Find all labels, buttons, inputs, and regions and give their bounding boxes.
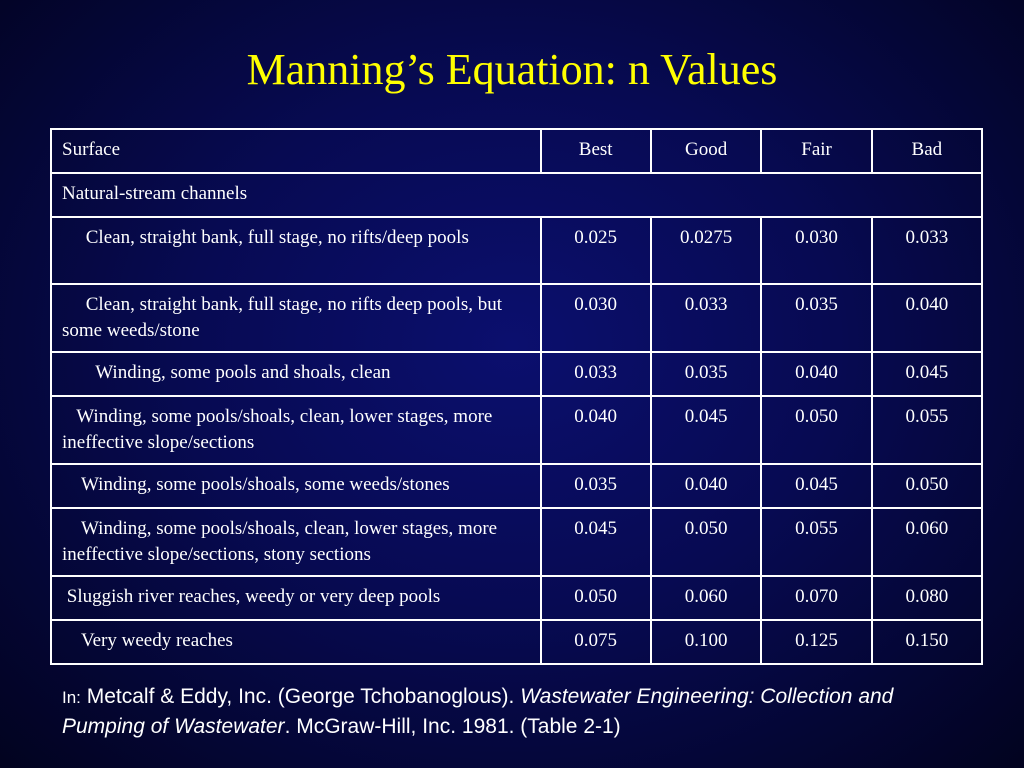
- good-cell: 0.045: [649, 395, 763, 465]
- bad-cell: 0.045: [870, 351, 984, 397]
- table-row: Winding, some pools/shoals, clean, lower…: [50, 507, 984, 577]
- table-row: Clean, straight bank, full stage, no rif…: [50, 283, 984, 353]
- table-row: Sluggish river reaches, weedy or very de…: [50, 575, 984, 621]
- surface-cell: Winding, some pools/shoals, some weeds/s…: [50, 463, 542, 509]
- citation-authors: Metcalf & Eddy, Inc. (George Tchobanoglo…: [80, 685, 521, 708]
- best-cell: 0.035: [539, 463, 652, 509]
- good-cell: 0.100: [649, 619, 763, 665]
- citation-prefix: In:: [62, 688, 81, 707]
- good-cell: 0.035: [649, 351, 763, 397]
- table-row: Clean, straight bank, full stage, no rif…: [50, 216, 984, 285]
- good-cell: 0.060: [649, 575, 763, 621]
- bad-cell: 0.055: [870, 395, 984, 465]
- fair-cell: 0.045: [760, 463, 873, 509]
- good-cell: 0.040: [649, 463, 763, 509]
- fair-cell: 0.030: [760, 216, 873, 285]
- surface-cell: Clean, straight bank, full stage, no rif…: [50, 216, 542, 285]
- header-fair: Fair: [760, 128, 873, 174]
- fair-cell: 0.050: [760, 395, 873, 465]
- header-best: Best: [539, 128, 652, 174]
- table-row: Winding, some pools and shoals, clean 0.…: [50, 351, 984, 397]
- best-cell: 0.040: [539, 395, 652, 465]
- best-cell: 0.030: [539, 283, 652, 353]
- surface-cell: Sluggish river reaches, weedy or very de…: [50, 575, 542, 621]
- good-cell: 0.050: [649, 507, 763, 577]
- fair-cell: 0.125: [760, 619, 873, 665]
- header-good: Good: [649, 128, 763, 174]
- table-row: Very weedy reaches 0.075 0.100 0.125 0.1…: [50, 619, 984, 665]
- surface-cell: Clean, straight bank, full stage, no rif…: [50, 283, 542, 353]
- citation-publisher: . McGraw-Hill, Inc. 1981. (Table 2-1): [284, 715, 621, 738]
- header-surface: Surface: [50, 128, 542, 174]
- page-title: Manning’s Equation: n Values: [246, 45, 778, 94]
- fair-cell: 0.040: [760, 351, 873, 397]
- group-label: Natural-stream channels: [50, 172, 983, 218]
- best-cell: 0.075: [539, 619, 652, 665]
- bad-cell: 0.060: [870, 507, 984, 577]
- fair-cell: 0.035: [760, 283, 873, 353]
- bad-cell: 0.040: [870, 283, 984, 353]
- table-row: Winding, some pools/shoals, clean, lower…: [50, 395, 984, 465]
- table-row: Winding, some pools/shoals, some weeds/s…: [50, 463, 984, 509]
- header-bad: Bad: [870, 128, 984, 174]
- surface-cell: Winding, some pools/shoals, clean, lower…: [50, 395, 542, 465]
- fair-cell: 0.055: [760, 507, 873, 577]
- bad-cell: 0.033: [870, 216, 984, 285]
- good-cell: 0.0275: [649, 216, 763, 285]
- best-cell: 0.033: [539, 351, 652, 397]
- best-cell: 0.050: [539, 575, 652, 621]
- bad-cell: 0.150: [870, 619, 984, 665]
- surface-cell: Very weedy reaches: [50, 619, 542, 665]
- bad-cell: 0.080: [870, 575, 984, 621]
- surface-cell: Winding, some pools and shoals, clean: [50, 351, 542, 397]
- good-cell: 0.033: [649, 283, 763, 353]
- n-values-table: Surface Best Good Fair Bad Natural-strea…: [50, 128, 984, 665]
- bad-cell: 0.050: [870, 463, 984, 509]
- surface-cell: Winding, some pools/shoals, clean, lower…: [50, 507, 542, 577]
- table-header-row: Surface Best Good Fair Bad: [50, 128, 984, 174]
- table-group-row: Natural-stream channels: [50, 172, 983, 218]
- citation: In: Metcalf & Eddy, Inc. (George Tchoban…: [62, 682, 962, 741]
- citation-book-title: Wastewater Engineering: Collection and P…: [62, 685, 894, 738]
- best-cell: 0.045: [539, 507, 652, 577]
- best-cell: 0.025: [539, 216, 652, 285]
- fair-cell: 0.070: [760, 575, 873, 621]
